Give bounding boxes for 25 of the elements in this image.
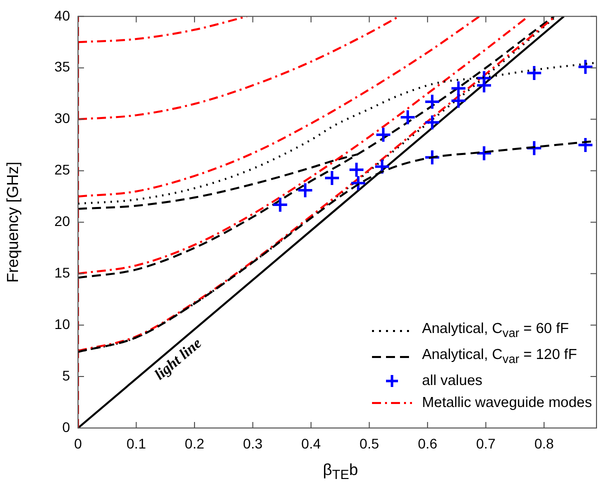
y-tick-label: 25 xyxy=(54,162,70,178)
x-tick-label: 0.7 xyxy=(476,435,496,452)
x-tick-label: 0.6 xyxy=(418,435,438,452)
legend-label: Analytical, C$_{var}$ = 60 fF xyxy=(422,320,569,342)
y-tick-label: 20 xyxy=(54,213,70,230)
legend-label: all values xyxy=(422,372,482,391)
legend-label: Metallic waveguide modes xyxy=(422,394,592,413)
legend-label: Analytical, C$_{var}$ = 120 fF xyxy=(422,346,577,368)
y-tick-label: 30 xyxy=(54,110,70,126)
x-axis-title: β$_{TE}$b xyxy=(322,462,360,482)
y-tick-label: 35 xyxy=(54,58,70,75)
y-tick-label: 15 xyxy=(54,264,70,281)
x-tick-label: 0.2 xyxy=(184,435,204,452)
y-tick-label: 40 xyxy=(54,7,70,24)
y-tick-label: 5 xyxy=(62,367,70,384)
x-tick-label: 0.4 xyxy=(301,435,321,452)
y-tick-label: 10 xyxy=(54,316,70,332)
x-tick-label: 0.5 xyxy=(360,435,380,452)
x-tick-label: 0.1 xyxy=(126,435,146,452)
y-tick-label: 0 xyxy=(62,418,70,435)
x-tick-label: 0.3 xyxy=(243,435,263,452)
annotation: light line xyxy=(152,335,206,384)
x-tick-label: 0 xyxy=(74,435,82,452)
x-tick-label: 0.8 xyxy=(534,435,554,452)
y-axis-title: Frequency [GHz] xyxy=(5,162,22,283)
